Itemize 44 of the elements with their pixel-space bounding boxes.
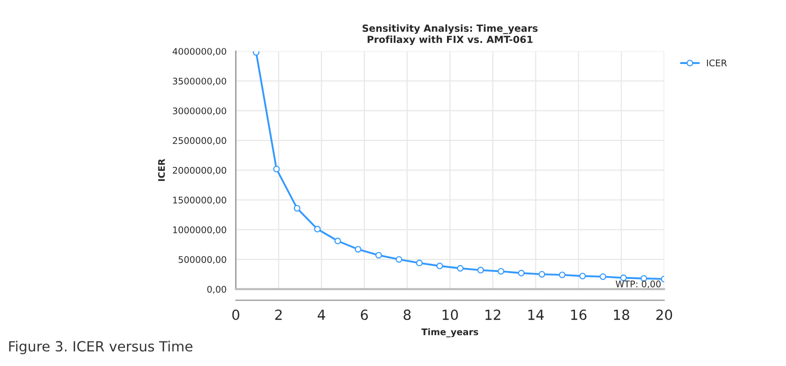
legend-label: ICER — [707, 60, 727, 66]
x-tick-label: 4 — [318, 310, 326, 320]
point — [558, 272, 566, 278]
x-tick-label: 16 — [571, 310, 586, 320]
point — [518, 270, 525, 276]
y-tick-label: 2000000,00 — [172, 166, 226, 175]
x-tick-label: 8 — [404, 310, 411, 320]
x-axis-title: Time_years — [421, 328, 478, 338]
point — [416, 260, 423, 266]
point — [456, 265, 464, 272]
point — [273, 166, 280, 172]
y-tick-label: 2500000,00 — [172, 137, 226, 145]
point — [396, 256, 402, 263]
chart-title: Sensitivity Analysis: Time_years Profilaxy with FIX vs. AMT-061 — [362, 24, 538, 46]
point — [477, 266, 484, 274]
y-tick-label: 500000,00 — [178, 256, 226, 264]
x-tick-label: 2 — [275, 310, 282, 320]
point — [579, 272, 586, 280]
ref-line-label: WTP: 0,00 — [616, 280, 661, 288]
point — [252, 51, 260, 56]
point — [600, 273, 606, 280]
y-axis-title: ICER — [158, 158, 165, 181]
point — [538, 270, 546, 278]
point — [498, 268, 504, 275]
x-tick-label: 6 — [360, 310, 368, 320]
point — [334, 238, 342, 244]
point — [314, 226, 321, 232]
point — [375, 252, 382, 259]
x-tick-label: 20 — [656, 310, 672, 320]
x-tick-label: 10 — [442, 310, 458, 320]
y-tick-label: 0,00 — [207, 286, 226, 294]
y-tick-label: 3000000,00 — [172, 107, 226, 116]
x-tick-label: 14 — [528, 310, 544, 320]
point — [436, 262, 443, 270]
y-tick-label: 1500000,00 — [173, 196, 226, 204]
y-tick-label: 4000000,00 — [172, 48, 226, 56]
x-tick-label: 18 — [614, 310, 630, 320]
x-tick-label: 12 — [486, 310, 500, 320]
point — [294, 204, 300, 212]
y-tick-label: 3500000,00 — [172, 78, 226, 86]
x-tick-label: 0 — [232, 310, 240, 320]
point — [354, 246, 362, 253]
y-tick-label: 1000000,00 — [173, 226, 226, 234]
caption: Figure 3. ICER versus Time — [9, 340, 192, 354]
